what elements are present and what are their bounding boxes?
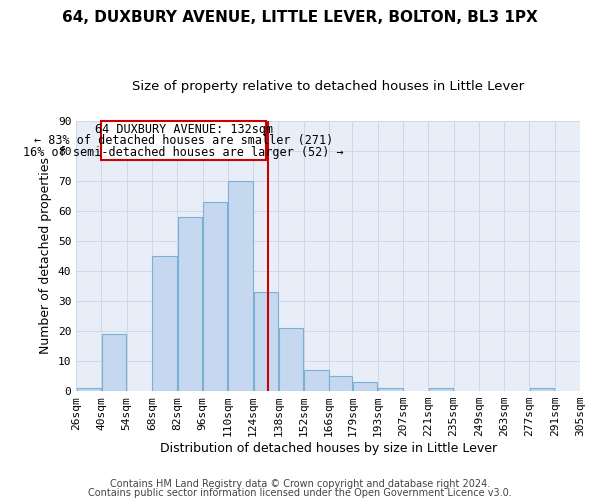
Y-axis label: Number of detached properties: Number of detached properties	[39, 158, 52, 354]
Text: 64 DUXBURY AVENUE: 132sqm: 64 DUXBURY AVENUE: 132sqm	[95, 122, 272, 136]
Text: 16% of semi-detached houses are larger (52) →: 16% of semi-detached houses are larger (…	[23, 146, 344, 159]
Bar	[530, 388, 554, 391]
Bar	[102, 334, 126, 391]
Text: ← 83% of detached houses are smaller (271): ← 83% of detached houses are smaller (27…	[34, 134, 333, 147]
Bar	[429, 388, 453, 391]
Bar	[254, 292, 278, 391]
Bar	[329, 376, 352, 391]
Text: 64, DUXBURY AVENUE, LITTLE LEVER, BOLTON, BL3 1PX: 64, DUXBURY AVENUE, LITTLE LEVER, BOLTON…	[62, 10, 538, 25]
Bar	[378, 388, 403, 391]
Bar	[152, 256, 177, 391]
Bar	[353, 382, 377, 391]
Bar	[304, 370, 329, 391]
Text: Contains public sector information licensed under the Open Government Licence v3: Contains public sector information licen…	[88, 488, 512, 498]
Bar	[279, 328, 303, 391]
Bar	[178, 216, 202, 391]
Bar	[101, 120, 266, 160]
Text: Contains HM Land Registry data © Crown copyright and database right 2024.: Contains HM Land Registry data © Crown c…	[110, 479, 490, 489]
Title: Size of property relative to detached houses in Little Lever: Size of property relative to detached ho…	[132, 80, 524, 93]
Bar	[228, 180, 253, 391]
X-axis label: Distribution of detached houses by size in Little Lever: Distribution of detached houses by size …	[160, 442, 497, 455]
Bar	[203, 202, 227, 391]
Bar	[77, 388, 101, 391]
